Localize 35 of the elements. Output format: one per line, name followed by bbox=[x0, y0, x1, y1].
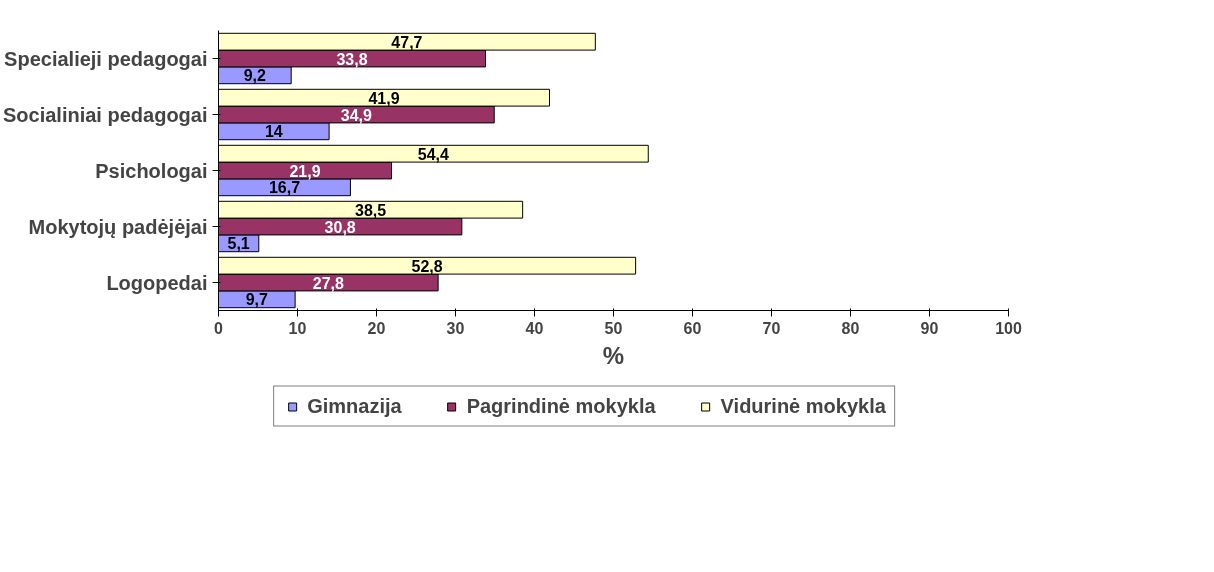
data-label: 16,7 bbox=[268, 179, 301, 197]
x-tick-label: 70 bbox=[762, 319, 781, 337]
data-label: 27,8 bbox=[312, 274, 344, 292]
data-label: 47,7 bbox=[391, 33, 423, 51]
x-tick-label: 80 bbox=[841, 319, 860, 337]
x-tick-label: 90 bbox=[920, 319, 939, 337]
data-label: 30,8 bbox=[324, 218, 356, 236]
x-tick-label: 20 bbox=[367, 319, 386, 337]
x-tick-label: 50 bbox=[604, 319, 623, 337]
data-label: 9,7 bbox=[245, 291, 269, 309]
data-label: 34,9 bbox=[340, 106, 373, 124]
x-tick-label: 100 bbox=[995, 319, 1022, 337]
legend-label: Gimnazija bbox=[307, 394, 402, 418]
legend-label: Pagrindinė mokykla bbox=[466, 394, 656, 418]
data-label: 21,9 bbox=[289, 162, 321, 180]
data-label: 14 bbox=[264, 123, 283, 141]
data-label: 5,1 bbox=[227, 235, 250, 253]
data-label: 9,2 bbox=[243, 67, 267, 85]
x-tick-label: 0 bbox=[214, 319, 224, 337]
data-label: 41,9 bbox=[368, 89, 400, 107]
x-tick-label: 40 bbox=[525, 319, 544, 337]
data-label: 38,5 bbox=[355, 201, 387, 219]
y-tick-label: Logopedai bbox=[106, 271, 208, 294]
y-tick-label: Specialieji pedagogai bbox=[4, 47, 208, 70]
x-tick-label: 30 bbox=[446, 319, 465, 337]
legend-label: Vidurinė mokykla bbox=[720, 394, 886, 418]
y-tick-label: Socialiniai pedagogai bbox=[3, 103, 208, 126]
data-label: 54,4 bbox=[417, 145, 450, 163]
data-label: 52,8 bbox=[411, 257, 443, 275]
data-label: 33,8 bbox=[336, 50, 368, 68]
x-tick-label: 60 bbox=[683, 319, 702, 337]
y-tick-label: Mokytojų padėjėjai bbox=[28, 215, 208, 238]
y-tick-label: Psichologai bbox=[95, 159, 208, 182]
x-tick-label: 10 bbox=[288, 319, 307, 337]
x-axis-title: % bbox=[602, 341, 625, 369]
